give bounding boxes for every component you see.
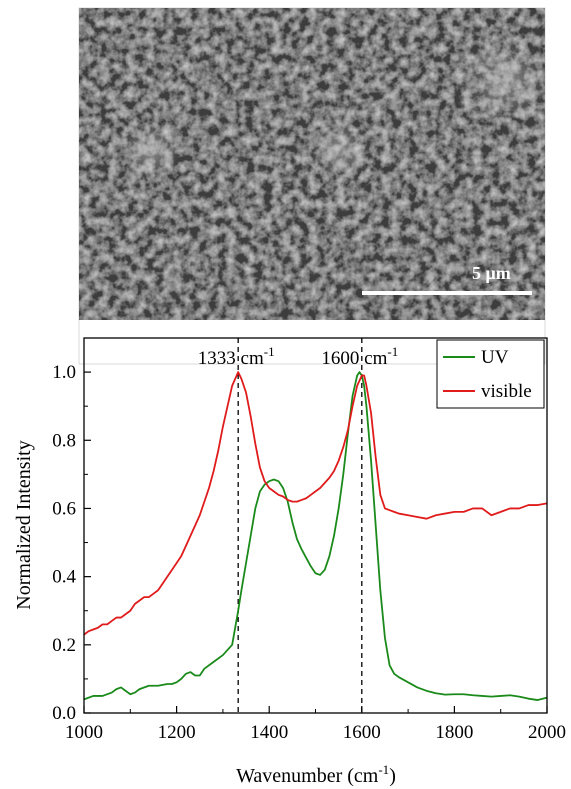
particle-cluster	[120, 120, 180, 180]
series-layer	[83, 371, 548, 701]
scale-bar	[362, 291, 532, 295]
legend-label-visible: visible	[481, 381, 532, 402]
legend-box	[436, 339, 545, 409]
y-axis-ticks: 0.0 0.2 0.4 0.6 0.8 1.0	[52, 362, 91, 724]
y-tick-label: 0.0	[52, 703, 76, 724]
x-axis-label: Wavenumber (cm-1)	[236, 762, 396, 787]
y-tick-label: 1.0	[52, 362, 76, 383]
x-tick-label: 1000	[65, 722, 103, 743]
scale-bar-label: 5 μm	[472, 263, 511, 283]
legend: UV visible	[436, 339, 545, 409]
series-line-visible	[83, 371, 548, 636]
x-tick-label: 1400	[250, 722, 288, 743]
x-axis-ticks: 1000 1200 1400 1600 1800 2000	[65, 706, 566, 743]
y-tick-label: 0.4	[52, 567, 76, 588]
x-tick-label: 1200	[158, 722, 196, 743]
y-tick-label: 0.6	[52, 498, 76, 519]
peak-label: 1333 cm-1	[198, 344, 275, 369]
x-tick-label: 1600	[343, 722, 381, 743]
legend-label-uv: UV	[481, 347, 509, 368]
x-tick-label: 2000	[528, 722, 566, 743]
x-tick-label: 1800	[435, 722, 473, 743]
y-tick-label: 0.2	[52, 635, 76, 656]
y-axis-label: Normalized Intensity	[13, 440, 35, 609]
series-line-uv	[83, 371, 548, 701]
peak-label: 1600 cm-1	[321, 344, 398, 369]
peak-marker-lines	[237, 338, 363, 713]
peak-annotations: 1333 cm-1 1600 cm-1	[198, 344, 398, 369]
particle-cluster	[463, 38, 547, 122]
y-tick-label: 0.8	[52, 430, 76, 451]
particle-cluster	[310, 120, 370, 180]
